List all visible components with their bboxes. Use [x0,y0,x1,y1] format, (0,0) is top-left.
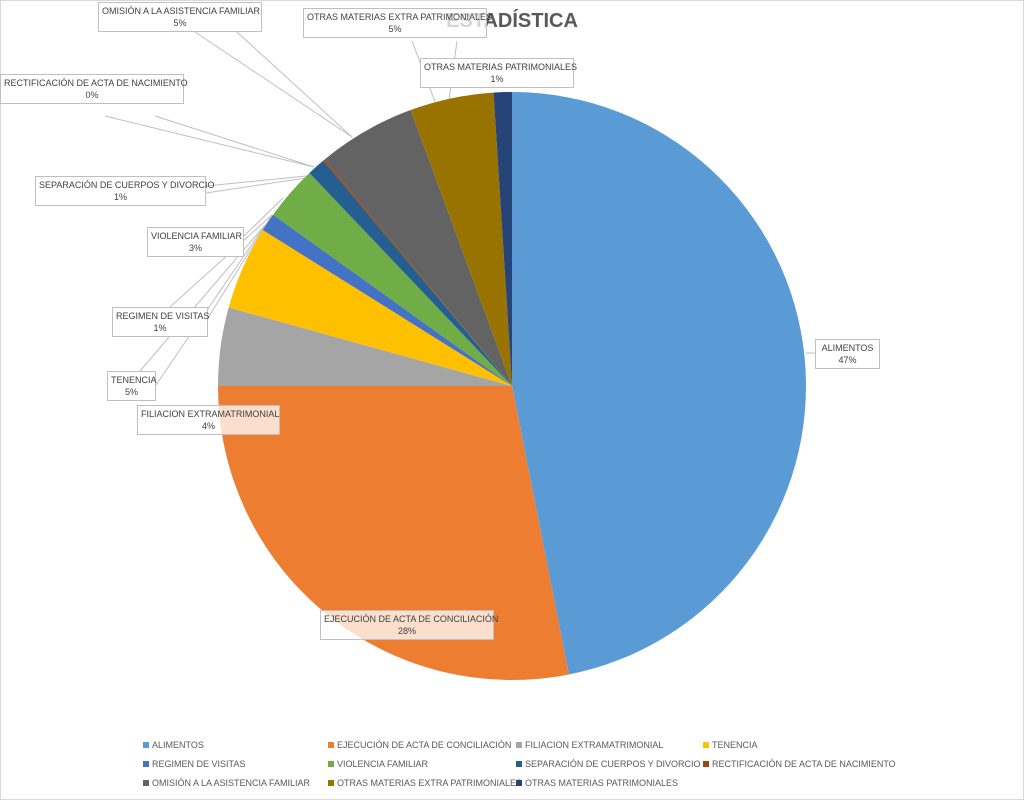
legend-swatch [143,761,149,767]
leader-line [104,115,315,168]
leader-line [154,115,315,168]
pie-slice-6 [309,160,512,386]
pie-slice-5 [273,172,512,386]
data-label-ejecucion: EJECUCIÓN DE ACTA DE CONCILIACIÓN 28% [320,610,498,640]
legend-item: EJECUCIÓN DE ACTA DE CONCILIACIÓN [328,740,511,750]
data-label-rectificacion: RECTIFICACIÓN DE ACTA DE NACIMIENTO 0% [0,74,188,104]
leader-line [205,177,307,194]
legend-swatch [516,742,522,748]
legend-label: RECTIFICACIÓN DE ACTA DE NACIMIENTO [712,759,896,769]
leader-line [139,224,266,372]
data-label-separacion: SEPARACIÓN DE CUERPOS Y DIVORCIO 1% [35,176,215,206]
pie-slice-9 [410,92,512,386]
legend-label: REGIMEN DE VISITAS [152,759,246,769]
pie-slice-0 [512,92,807,675]
data-label-regimen: REGIMEN DE VISITAS 1% [112,307,209,337]
data-label-otras-patrimoniales: OTRAS MATERIAS PATRIMONIALES 1% [420,58,577,88]
legend-label: SEPARACIÓN DE CUERPOS Y DIVORCIO [525,759,701,769]
pie-slice-7 [323,159,512,386]
leader-line [155,224,266,386]
pie-slice-1 [218,386,569,680]
pie-slices [218,92,807,680]
legend-item: TENENCIA [703,740,758,750]
pie-slice-4 [262,214,512,386]
legend-label: OTRAS MATERIAS EXTRA PATRIMONIALES [337,778,523,788]
legend-label: EJECUCIÓN DE ACTA DE CONCILIACIÓN [337,740,512,750]
leader-line [236,31,353,138]
legend-item: OMISIÓN A LA ASISTENCIA FAMILIAR [143,778,310,788]
legend-item: FILIACION EXTRAMATRIMONIAL [516,740,663,750]
legend-item: OTRAS MATERIAS PATRIMONIALES [516,778,678,788]
legend-swatch [328,742,334,748]
leader-line [243,197,284,237]
data-label-violencia: VIOLENCIA FAMILIAR 3% [147,227,244,257]
leader-line [194,31,353,138]
leader-line [169,214,273,308]
legend-item: RECTIFICACIÓN DE ACTA DE NACIMIENTO [703,759,896,769]
legend-swatch [516,780,522,786]
data-label-tenencia: TENENCIA 5% [107,371,157,401]
data-label-omision: OMISIÓN A LA ASISTENCIA FAMILIAR 5% [98,2,262,32]
legend-swatch [328,761,334,767]
legend-label: FILIACION EXTRAMATRIMONIAL [525,740,664,750]
pie-slice-2 [218,307,512,386]
legend-swatch [143,742,149,748]
legend-label: ALIMENTOS [152,740,204,750]
legend-item: ALIMENTOS [143,740,204,750]
legend-label: OMISIÓN A LA ASISTENCIA FAMILIAR [152,778,311,788]
legend-label: OTRAS MATERIAS PATRIMONIALES [525,778,679,788]
legend-swatch [703,761,709,767]
legend-label: TENENCIA [712,740,758,750]
legend-swatch [516,761,522,767]
legend-item: VIOLENCIA FAMILIAR [328,759,428,769]
data-label-otras-extra: OTRAS MATERIAS EXTRA PATRIMONIALES 5% [303,8,492,38]
legend-swatch [703,742,709,748]
data-label-alimentos: ALIMENTOS 47% [815,339,880,369]
legend-item: SEPARACIÓN DE CUERPOS Y DIVORCIO [516,759,701,769]
pie-slice-3 [228,230,513,386]
legend-swatch [328,780,334,786]
pie-slice-8 [324,110,512,387]
leader-line [207,214,273,319]
legend-label: VIOLENCIA FAMILIAR [337,759,429,769]
legend-swatch [143,780,149,786]
leader-line [205,175,307,187]
legend-item: REGIMEN DE VISITAS [143,759,245,769]
data-label-filiacion: FILIACION EXTRAMATRIMONIAL 4% [137,405,280,435]
legend-item: OTRAS MATERIAS EXTRA PATRIMONIALES [328,778,522,788]
legend: ALIMENTOS EJECUCIÓN DE ACTA DE CONCILIACI… [135,735,896,795]
pie-slice-10 [493,92,512,386]
